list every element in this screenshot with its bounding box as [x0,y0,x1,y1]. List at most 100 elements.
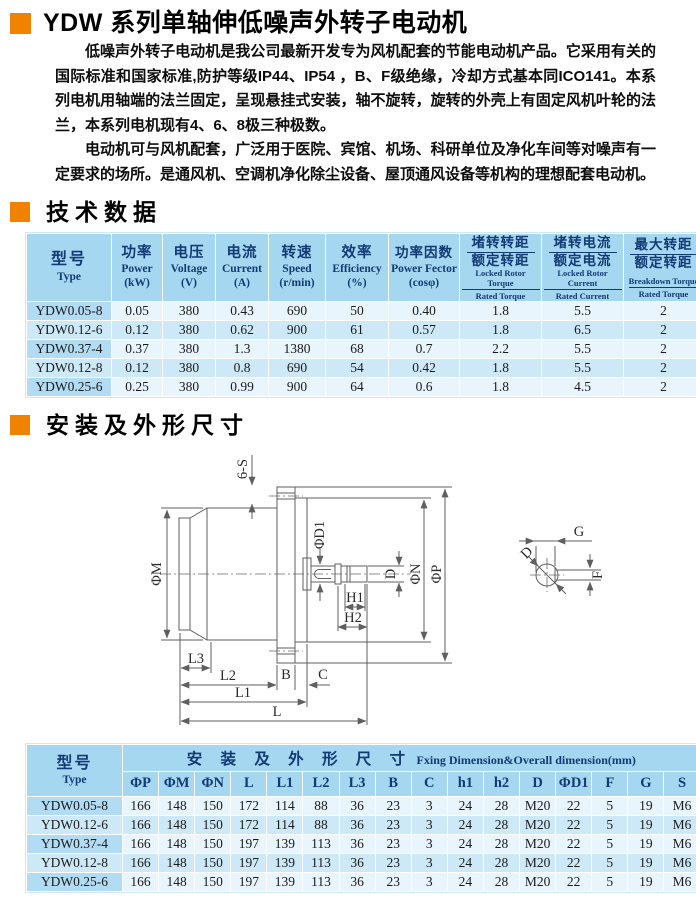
section-tech-header: 技术数据 [10,200,696,224]
dim-label-h2: H2 [344,610,362,626]
table-cell: 690 [269,301,325,320]
dim-col-header: ΦP [123,771,159,796]
orange-square-icon [10,12,31,34]
table-cell: 1.8 [460,358,541,377]
table-cell: 5 [592,834,628,853]
table-cell: M6 [664,834,696,853]
table-cell: 23 [375,834,411,853]
table-cell: 24 [447,815,483,834]
col-header-speed: 转速 Speed (r/min) [269,234,325,301]
table-cell: 139 [267,834,303,853]
col-header-efficiency: 效率 Efficiency (%) [326,234,388,301]
dim-col-header: S [664,771,696,796]
table-row: YDW0.37-4 0.37 380 1.3 1380 68 0.7 2.2 5.5 2 [27,339,696,358]
table-cell: YDW0.05-8 [27,796,122,815]
dim-label-l1: L1 [235,685,251,701]
table-cell: 5.5 [542,339,623,358]
table-cell: 172 [231,796,267,815]
dim-label-h1: H1 [346,590,364,606]
col-header-locked-rotor-current: 堵转电流 额定电流 Locked Rotor Current Rated Cur… [542,234,623,301]
table-cell: 380 [163,301,215,320]
page-title: YDW 系列单轴伸低噪声外转子电动机 [43,9,468,37]
table-cell: 113 [303,872,339,891]
table-cell: 2 [624,320,696,339]
col-header-locked-rotor-torque: 堵转转距 额定转距 Locked Rotor Torque Rated Torq… [460,234,541,301]
table-cell: 3 [411,853,447,872]
dim-label-d-detail: D [518,543,537,562]
dim-table-title-row: 型号 Type 安 装 及 外 形 尺 寸 Fxing Dimension&Ov… [27,744,696,796]
table-cell: 1.8 [460,301,541,320]
dim-label-phiP: ΦP [429,564,445,583]
table-row: YDW0.12-8 166 148 150 197 139 113 36 23 3 24 28 M20 2… [27,853,696,872]
table-cell: 148 [159,815,195,834]
table-cell: 22 [556,796,592,815]
dim-col-header: F [592,771,628,796]
table-cell: YDW0.37-4 [27,339,111,358]
dim-label-f: F [590,570,606,578]
dim-col-header: L2 [303,771,339,796]
table-cell: 0.05 [112,301,162,320]
table-cell: 28 [483,796,520,815]
table-cell: M20 [520,853,556,872]
table-cell: 139 [267,853,303,872]
table-cell: 28 [483,834,520,853]
intro-paragraph-1: 低噪声外转子电动机是我公司最新开发专为风机配套的节能电动机产品。它采用有关的国际… [55,43,656,134]
table-cell: 148 [159,796,195,815]
table-cell: 172 [231,815,267,834]
dim-table-body: YDW0.05-8 166 148 150 172 114 88 36 23 3 24 28 M20 22… [27,796,696,891]
table-cell: 148 [159,872,195,891]
table-cell: 50 [326,301,388,320]
table-row: YDW0.05-8 166 148 150 172 114 88 36 23 3 24 28 M20 22… [27,796,696,815]
table-cell: YDW0.25-6 [27,872,122,891]
dim-col-header: ΦM [159,771,195,796]
table-cell: 54 [326,358,388,377]
intro-paragraph-2: 电动机可与风机配套，广泛用于医院、宾馆、机场、科研单位及净化车间等对噪声有一定要… [55,141,656,183]
table-cell: YDW0.25-6 [27,377,111,396]
table-cell: 28 [483,853,520,872]
table-cell: 148 [159,834,195,853]
table-cell: 24 [447,872,483,891]
table-cell: 28 [483,872,520,891]
col-header-breakdown-torque: 最大转距 额定转距 Breakdown Torque Rated Torque [624,234,696,301]
dim-label-l: L [273,704,282,720]
table-cell: 166 [123,853,159,872]
dim-col-header: C [411,771,447,796]
table-cell: 166 [123,796,159,815]
col-header-power: 功率 Power (kW) [112,234,162,301]
table-cell: 22 [556,834,592,853]
table-cell: 166 [123,815,159,834]
tech-table-body: YDW0.05-8 0.05 380 0.43 690 50 0.40 1.8 5.5 2 YDW0… [27,301,696,396]
tech-table-header-row: 型号 Type 功率 Power (kW) 电压 Voltage (V) 电流 … [27,234,696,301]
intro-text: 低噪声外转子电动机是我公司最新开发专为风机配套的节能电动机产品。它采用有关的国际… [55,40,656,187]
dimension-diagram: ΦM 6-S ΦD1 D ΦN ΦP H1 H2 [149,454,606,725]
table-cell: 1.8 [460,377,541,396]
table-cell: 36 [339,853,375,872]
dim-label-phiN: ΦN [408,562,424,584]
dim-col-header: ΦN [195,771,231,796]
table-cell: 28 [483,815,520,834]
table-cell: M6 [664,853,696,872]
table-cell: 5.5 [542,301,623,320]
table-cell: 114 [267,796,303,815]
table-cell: YDW0.12-8 [27,358,111,377]
table-cell: 2 [624,301,696,320]
table-cell: 3 [411,796,447,815]
table-cell: 900 [269,377,325,396]
table-cell: 22 [556,872,592,891]
table-cell: 24 [447,796,483,815]
table-cell: 19 [628,815,664,834]
table-cell: 380 [163,377,215,396]
table-cell: 197 [231,853,267,872]
dim-col-header: D [520,771,556,796]
section-tech-title: 技术数据 [46,199,162,225]
table-cell: 150 [195,796,231,815]
col-header-voltage: 电压 Voltage (V) [163,234,215,301]
table-cell: 113 [303,853,339,872]
dim-col-header: ΦD1 [556,771,592,796]
dim-label-l3: L3 [188,651,204,667]
dim-label-phiM: ΦM [149,562,165,586]
table-cell: 380 [163,339,215,358]
table-cell: 0.25 [112,377,162,396]
table-cell: 148 [159,853,195,872]
table-cell: 150 [195,834,231,853]
